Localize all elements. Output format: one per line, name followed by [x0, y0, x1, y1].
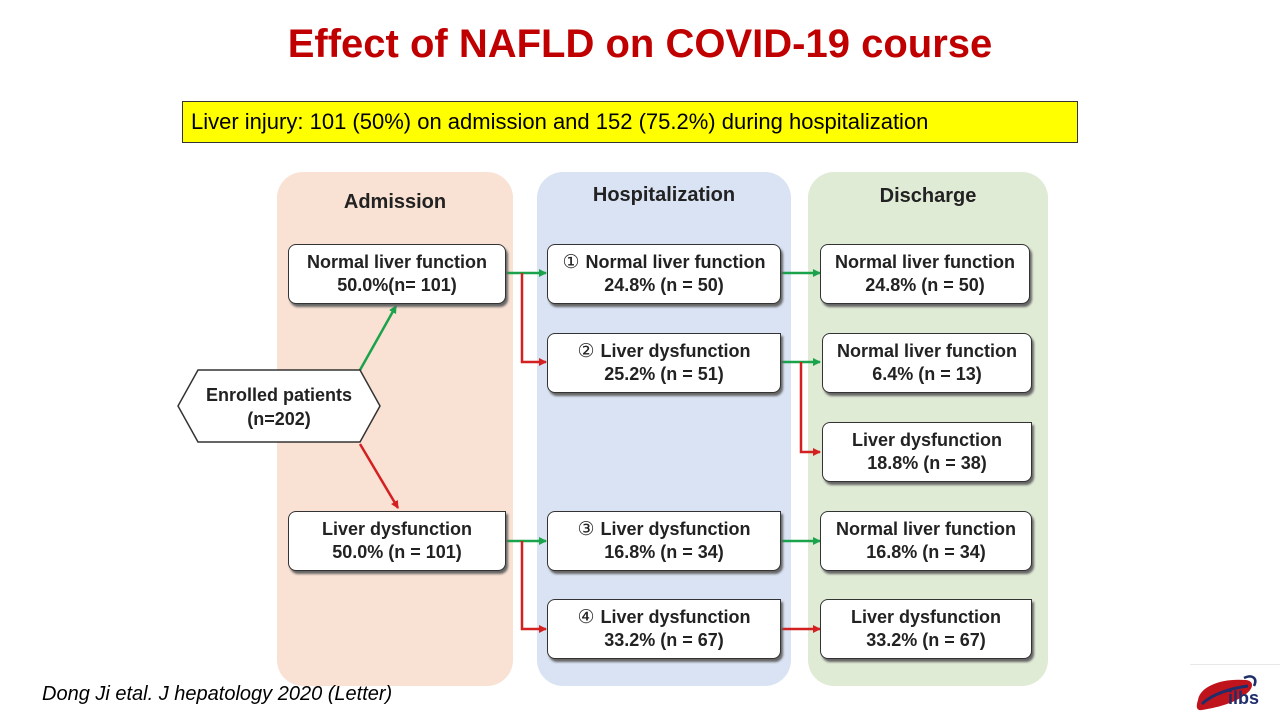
discharge-node-4: Normal liver function 16.8% (n = 34): [820, 511, 1032, 571]
hospitalization-node-1: ① Normal liver function 24.8% (n = 50): [547, 244, 781, 304]
admission-heading: Admission: [343, 191, 447, 213]
discharge-node-1: Normal liver function 24.8% (n = 50): [820, 244, 1030, 304]
discharge-heading: Discharge: [879, 185, 977, 207]
slide-title: Effect of NAFLD on COVID-19 course: [287, 22, 993, 66]
arrow-adm-normal-to-h2: [520, 273, 547, 366]
admission-normal-box: Normal liver function 50.0%(n= 101): [288, 244, 506, 304]
admission-dysfunction-box: Liver dysfunction 50.0% (n = 101): [288, 511, 506, 571]
liver-injury-highlight: Liver injury: 101 (50%) on admission and…: [182, 101, 1078, 143]
arrow-h2-to-d3: [799, 362, 821, 456]
arrow-adm-dys-to-h4: [520, 541, 547, 633]
discharge-node-3: Liver dysfunction 18.8% (n = 38): [822, 422, 1032, 482]
arrow-enrolled-to-normal: [358, 305, 398, 371]
arrow-enrolled-to-dysfunction: [358, 443, 400, 509]
discharge-node-2: Normal liver function 6.4% (n = 13): [822, 333, 1032, 393]
enrolled-label: Enrolled patients (n=202): [205, 385, 353, 429]
hospitalization-node-2: ② Liver dysfunction 25.2% (n = 51): [547, 333, 781, 393]
citation: Dong Ji etal. J hepatology 2020 (Letter): [42, 683, 393, 705]
logo-text: ilbs: [1228, 688, 1260, 708]
liver-logo-icon: [1190, 664, 1280, 711]
enrolled-hexagon: [177, 369, 381, 443]
discharge-node-5: Liver dysfunction 33.2% (n = 67): [820, 599, 1032, 659]
hospitalization-node-3: ③ Liver dysfunction 16.8% (n = 34): [547, 511, 781, 571]
hospitalization-node-4: ④ Liver dysfunction 33.2% (n = 67): [547, 599, 781, 659]
hospitalization-heading: Hospitalization: [592, 184, 736, 206]
